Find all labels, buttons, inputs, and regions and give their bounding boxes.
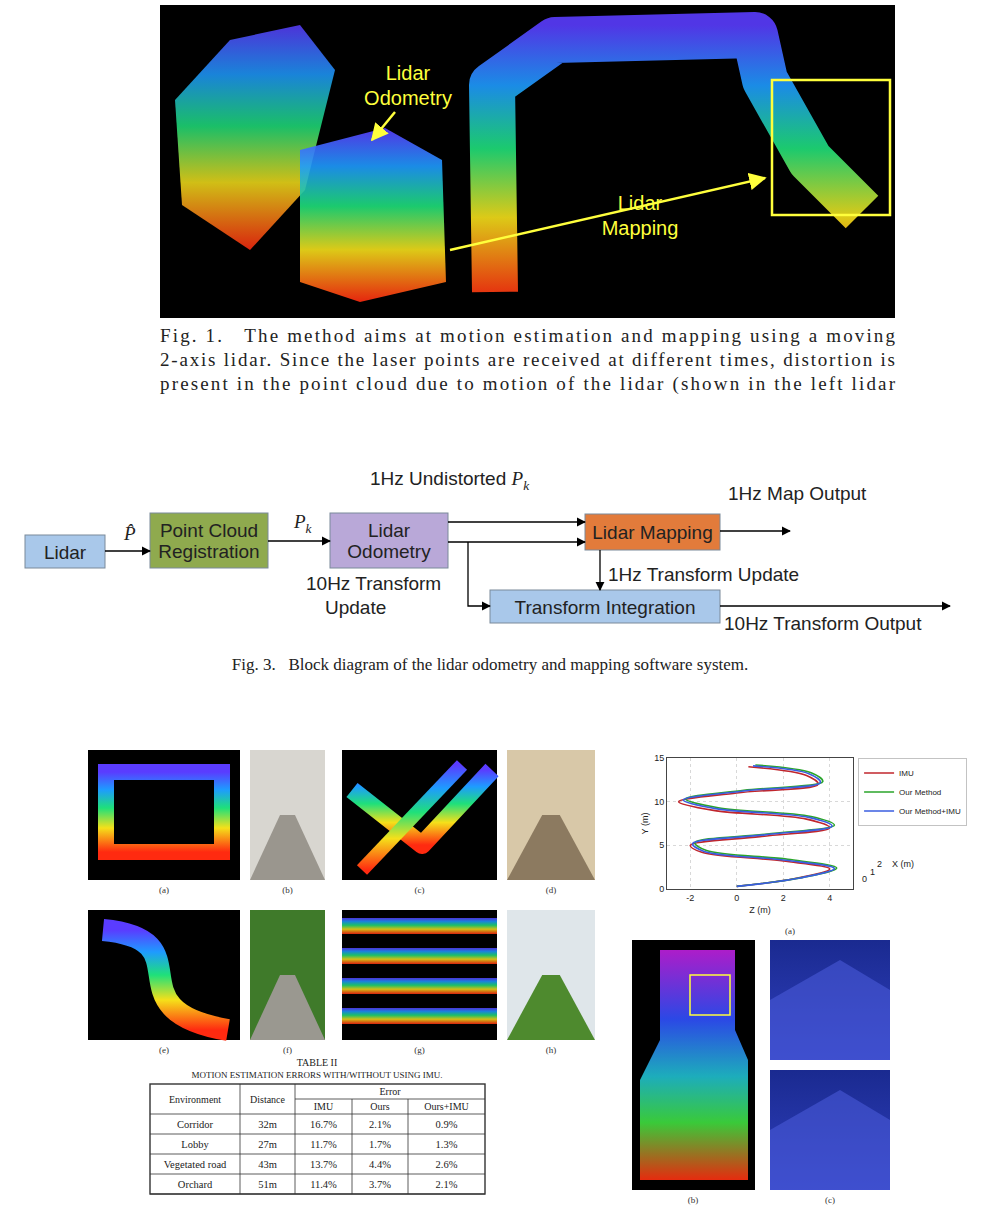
svg-text:Corridor: Corridor — [177, 1119, 214, 1130]
svg-text:Update: Update — [325, 597, 386, 618]
svg-text:Environment: Environment — [169, 1094, 221, 1105]
svg-text:4: 4 — [827, 893, 832, 903]
svg-text:1Hz Map Output: 1Hz Map Output — [728, 483, 867, 504]
svg-text:Lobby: Lobby — [181, 1139, 209, 1150]
svg-text:Odometry: Odometry — [347, 541, 431, 562]
svg-text:1Hz Undistorted Pk: 1Hz Undistorted Pk — [370, 468, 530, 493]
svg-text:MOTION ESTIMATION ERRORS WITH/: MOTION ESTIMATION ERRORS WITH/WITHOUT US… — [191, 1070, 442, 1080]
svg-text:2.1%: 2.1% — [369, 1119, 391, 1130]
svg-text:(b): (b) — [282, 885, 293, 895]
svg-text:-2: -2 — [686, 893, 694, 903]
svg-text:Point Cloud: Point Cloud — [160, 520, 258, 541]
svg-text:13.7%: 13.7% — [310, 1159, 337, 1170]
svg-text:Odometry: Odometry — [364, 87, 452, 109]
svg-text:10Hz Transform Output: 10Hz Transform Output — [724, 613, 922, 634]
svg-text:4.4%: 4.4% — [369, 1159, 391, 1170]
svg-text:0: 0 — [659, 884, 664, 894]
svg-text:2: 2 — [877, 859, 882, 869]
svg-text:(d): (d) — [546, 885, 557, 895]
svg-text:Distance: Distance — [250, 1094, 286, 1105]
svg-text:Transform Integration: Transform Integration — [515, 597, 696, 618]
svg-text:1.3%: 1.3% — [436, 1139, 458, 1150]
svg-text:Mapping: Mapping — [602, 217, 679, 239]
svg-text:Our Method: Our Method — [899, 788, 941, 797]
svg-text:Orchard: Orchard — [178, 1179, 213, 1190]
svg-text:Ours+IMU: Ours+IMU — [424, 1101, 469, 1112]
svg-text:43m: 43m — [258, 1159, 277, 1170]
svg-text:(f): (f) — [283, 1045, 292, 1055]
svg-text:(a): (a) — [785, 926, 795, 936]
svg-text:2: 2 — [781, 893, 786, 903]
svg-text:Ours: Ours — [370, 1101, 390, 1112]
svg-text:2.1%: 2.1% — [436, 1179, 458, 1190]
svg-text:2.6%: 2.6% — [436, 1159, 458, 1170]
svg-text:(c): (c) — [825, 1195, 835, 1205]
svg-text:Registration: Registration — [158, 541, 259, 562]
svg-text:IMU: IMU — [314, 1101, 334, 1112]
svg-text:(h): (h) — [546, 1045, 557, 1055]
svg-text:11.4%: 11.4% — [310, 1179, 337, 1190]
svg-text:11.7%: 11.7% — [310, 1139, 337, 1150]
svg-text:5: 5 — [659, 840, 664, 850]
svg-text:15: 15 — [654, 753, 664, 763]
svg-text:(a): (a) — [159, 885, 169, 895]
svg-text:1: 1 — [870, 867, 875, 877]
svg-text:(e): (e) — [159, 1045, 169, 1055]
svg-text:32m: 32m — [258, 1119, 277, 1130]
svg-text:TABLE II: TABLE II — [297, 1057, 338, 1068]
svg-text:Our Method+IMU: Our Method+IMU — [899, 807, 961, 816]
svg-text:IMU: IMU — [899, 769, 914, 778]
svg-text:Lidar Mapping: Lidar Mapping — [592, 522, 712, 543]
svg-text:27m: 27m — [258, 1139, 277, 1150]
svg-text:(c): (c) — [415, 885, 425, 895]
svg-text:present in the point cloud due: present in the point cloud due to motion… — [160, 373, 896, 395]
svg-text:10: 10 — [654, 797, 664, 807]
svg-text:10Hz Transform: 10Hz Transform — [306, 573, 441, 594]
svg-text:P̂: P̂ — [123, 523, 136, 544]
svg-text:Lidar: Lidar — [368, 520, 411, 541]
svg-text:Error: Error — [379, 1086, 401, 1097]
svg-text:Fig. 1. The method aims at m: Fig. 1. The method aims at motion estima… — [160, 325, 895, 346]
svg-text:Vegetated road: Vegetated road — [164, 1159, 227, 1170]
svg-text:Lidar: Lidar — [386, 62, 431, 84]
svg-text:1.7%: 1.7% — [369, 1139, 391, 1150]
svg-text:Y (m): Y (m) — [640, 813, 650, 835]
svg-text:0.9%: 0.9% — [436, 1119, 458, 1130]
svg-text:0: 0 — [862, 874, 867, 884]
svg-text:Fig. 3. Block diagram of the: Fig. 3. Block diagram of the lidar odome… — [232, 655, 749, 674]
svg-text:1Hz Transform Update: 1Hz Transform Update — [608, 564, 799, 585]
svg-text:(g): (g) — [414, 1045, 425, 1055]
svg-text:X (m): X (m) — [892, 859, 914, 869]
svg-text:(b): (b) — [688, 1195, 699, 1205]
svg-text:2-axis lidar. Since the laser: 2-axis lidar. Since the laser points are… — [160, 349, 895, 370]
svg-text:3.7%: 3.7% — [369, 1179, 391, 1190]
svg-text:Pk: Pk — [293, 511, 313, 536]
svg-text:0: 0 — [734, 893, 739, 903]
svg-text:51m: 51m — [258, 1179, 277, 1190]
svg-text:Z (m): Z (m) — [749, 905, 771, 915]
svg-text:16.7%: 16.7% — [310, 1119, 337, 1130]
svg-text:Lidar: Lidar — [44, 542, 87, 563]
svg-text:Lidar: Lidar — [617, 192, 663, 214]
